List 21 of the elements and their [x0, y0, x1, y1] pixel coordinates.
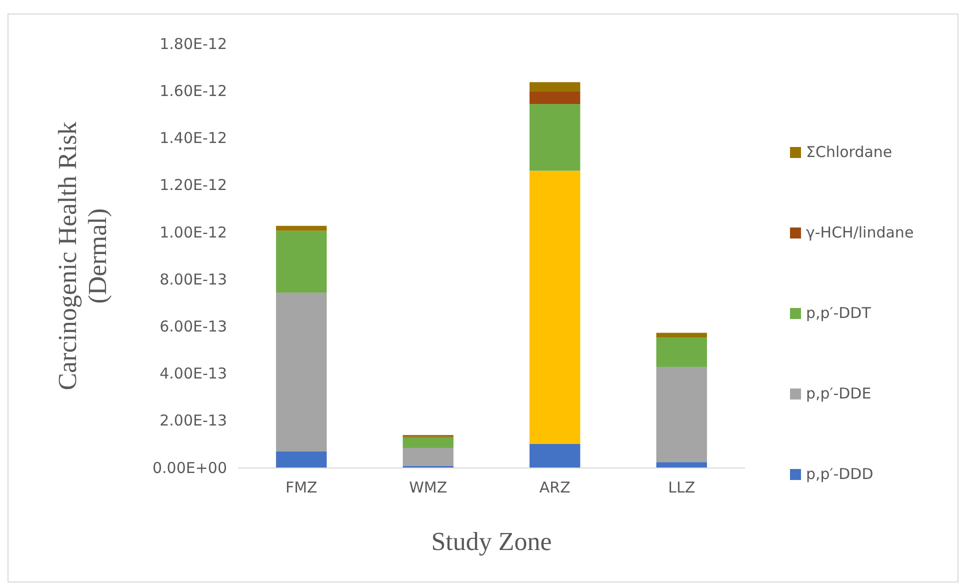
- x-tick-label: WMZ: [409, 478, 448, 497]
- y-axis-title: Carcinogenic Health Risk (Dermal): [53, 122, 112, 390]
- y-tick-label: 8.00E-13: [160, 270, 227, 288]
- y-tick-label: 0.00E+00: [152, 458, 227, 477]
- y-tick-label: 1.80E-12: [160, 34, 227, 53]
- x-tick-label: LLZ: [668, 478, 696, 497]
- y-tick-label: 1.60E-12: [160, 82, 227, 100]
- legend-label: p,p′-DDE: [806, 384, 872, 403]
- y-tick-label: 1.40E-12: [160, 129, 227, 148]
- x-tick-label: ARZ: [539, 478, 570, 497]
- y-tick-label: 1.00E-12: [160, 223, 227, 242]
- y-tick-label: 1.20E-12: [160, 176, 227, 194]
- legend-label: p,p′-DDT: [806, 304, 872, 322]
- y-tick-label: 2.00E-13: [160, 412, 227, 430]
- x-axis-title: Study Zone: [431, 527, 552, 556]
- legend-label: ΣChlordane: [806, 143, 892, 162]
- legend-label: γ-HCH/lindane: [806, 224, 914, 242]
- y-tick-label: 4.00E-13: [160, 364, 227, 383]
- y-tick-label: 6.00E-13: [160, 317, 227, 336]
- legend-label: p,p′-DDD: [806, 465, 874, 484]
- x-tick-label: FMZ: [285, 478, 318, 497]
